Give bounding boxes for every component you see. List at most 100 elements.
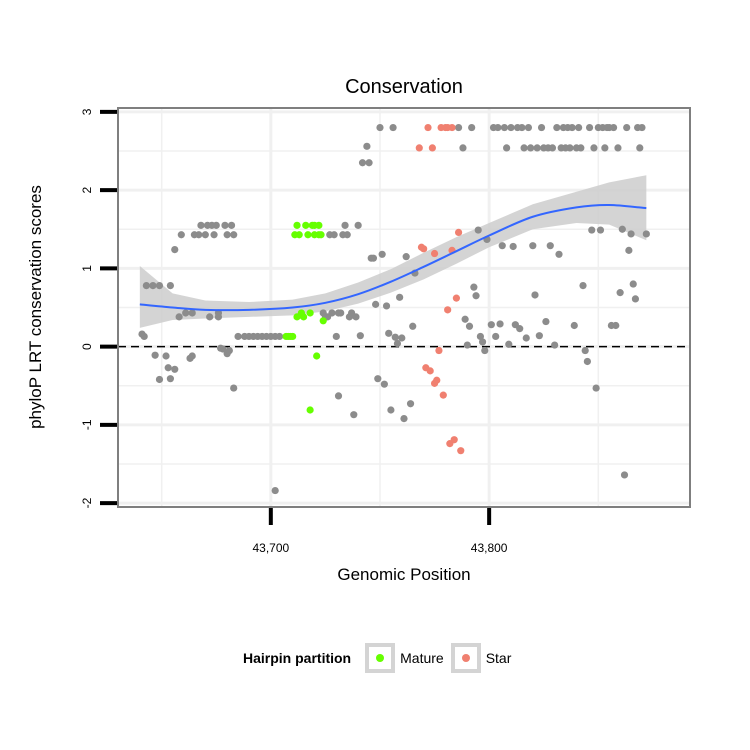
point-other [225, 346, 233, 355]
point-other [197, 221, 205, 229]
point-other [330, 231, 338, 239]
y-axis-label: phyloP LRT conservation scores [26, 185, 45, 429]
point-other [389, 123, 397, 132]
legend-key-mature [365, 643, 396, 673]
point-other [492, 332, 500, 341]
point-other [175, 313, 183, 321]
point-other [166, 281, 174, 290]
point-star [450, 436, 458, 444]
point-other [509, 242, 517, 251]
point-mature [306, 406, 314, 414]
point-other [365, 159, 373, 167]
point-other [402, 253, 410, 261]
point-other [406, 400, 415, 408]
point-other [614, 144, 622, 152]
point-other [201, 231, 209, 239]
point-other [612, 321, 620, 330]
point-other [341, 221, 349, 229]
point-other [566, 144, 574, 152]
point-other [470, 283, 478, 291]
point-other [529, 242, 537, 250]
point-other [577, 144, 585, 152]
point-other [393, 339, 402, 348]
y-tick-label: 3 [80, 108, 94, 115]
point-star [420, 245, 428, 253]
point-other [468, 123, 476, 132]
point-other [206, 313, 214, 321]
point-other [601, 144, 609, 152]
point-other [551, 341, 559, 349]
y-tick-label: -2 [80, 497, 94, 508]
point-other [214, 309, 223, 317]
point-other [570, 321, 578, 330]
point-other [636, 144, 644, 152]
point-other [507, 123, 515, 132]
point-other [162, 352, 170, 360]
point-other [498, 242, 506, 250]
point-other [463, 341, 471, 349]
point-other [535, 332, 543, 340]
point-other [149, 281, 157, 290]
point-other [188, 309, 196, 317]
point-other [354, 221, 362, 229]
point-other [363, 142, 371, 150]
point-other [579, 281, 587, 290]
legend-key-star [450, 643, 481, 673]
point-star [454, 228, 463, 236]
point-other [481, 346, 489, 355]
y-tick-label: -1 [80, 419, 94, 430]
y-axis: -2 -1 0 1 2 3 [80, 108, 117, 508]
point-other [575, 123, 583, 132]
point-mature [317, 231, 325, 239]
point-other [588, 226, 596, 234]
point-other [271, 486, 279, 495]
point-mature [306, 309, 314, 317]
point-other [553, 123, 561, 132]
point-other [374, 375, 382, 383]
point-other [140, 332, 148, 341]
legend-dot-star [461, 654, 470, 662]
point-other [503, 144, 511, 152]
point-other [537, 123, 546, 132]
point-other [396, 293, 404, 301]
y-tick-label: 1 [80, 265, 94, 272]
point-mature [302, 221, 310, 229]
point-other [369, 254, 378, 262]
data-points [138, 123, 650, 495]
point-mature [295, 231, 303, 239]
point-other [616, 289, 624, 297]
point-other [356, 332, 364, 340]
point-star [435, 346, 443, 355]
point-other [592, 384, 600, 392]
point-other [496, 320, 504, 328]
point-other [585, 123, 594, 132]
point-other [548, 144, 557, 152]
point-star [415, 144, 423, 152]
point-other [164, 364, 172, 372]
point-other [524, 123, 533, 132]
point-other [583, 357, 591, 366]
point-other [555, 250, 563, 258]
point-other [454, 123, 463, 132]
point-other [527, 144, 535, 152]
point-other [472, 292, 480, 300]
point-other [590, 144, 598, 152]
point-other [343, 231, 351, 239]
point-star [424, 123, 432, 132]
point-other [275, 332, 284, 341]
point-other [494, 123, 502, 132]
point-other [382, 302, 391, 310]
point-other [358, 159, 367, 167]
point-other [478, 338, 487, 346]
point-mature [315, 221, 323, 229]
point-other [459, 144, 467, 152]
point-star [448, 123, 456, 132]
point-other [618, 225, 626, 233]
legend-title: Hairpin partition [243, 650, 352, 666]
point-other [518, 123, 526, 132]
smooth-curve [139, 203, 647, 312]
point-star [428, 144, 436, 152]
point-other [212, 221, 220, 229]
point-other [151, 351, 159, 359]
point-other [620, 471, 629, 479]
